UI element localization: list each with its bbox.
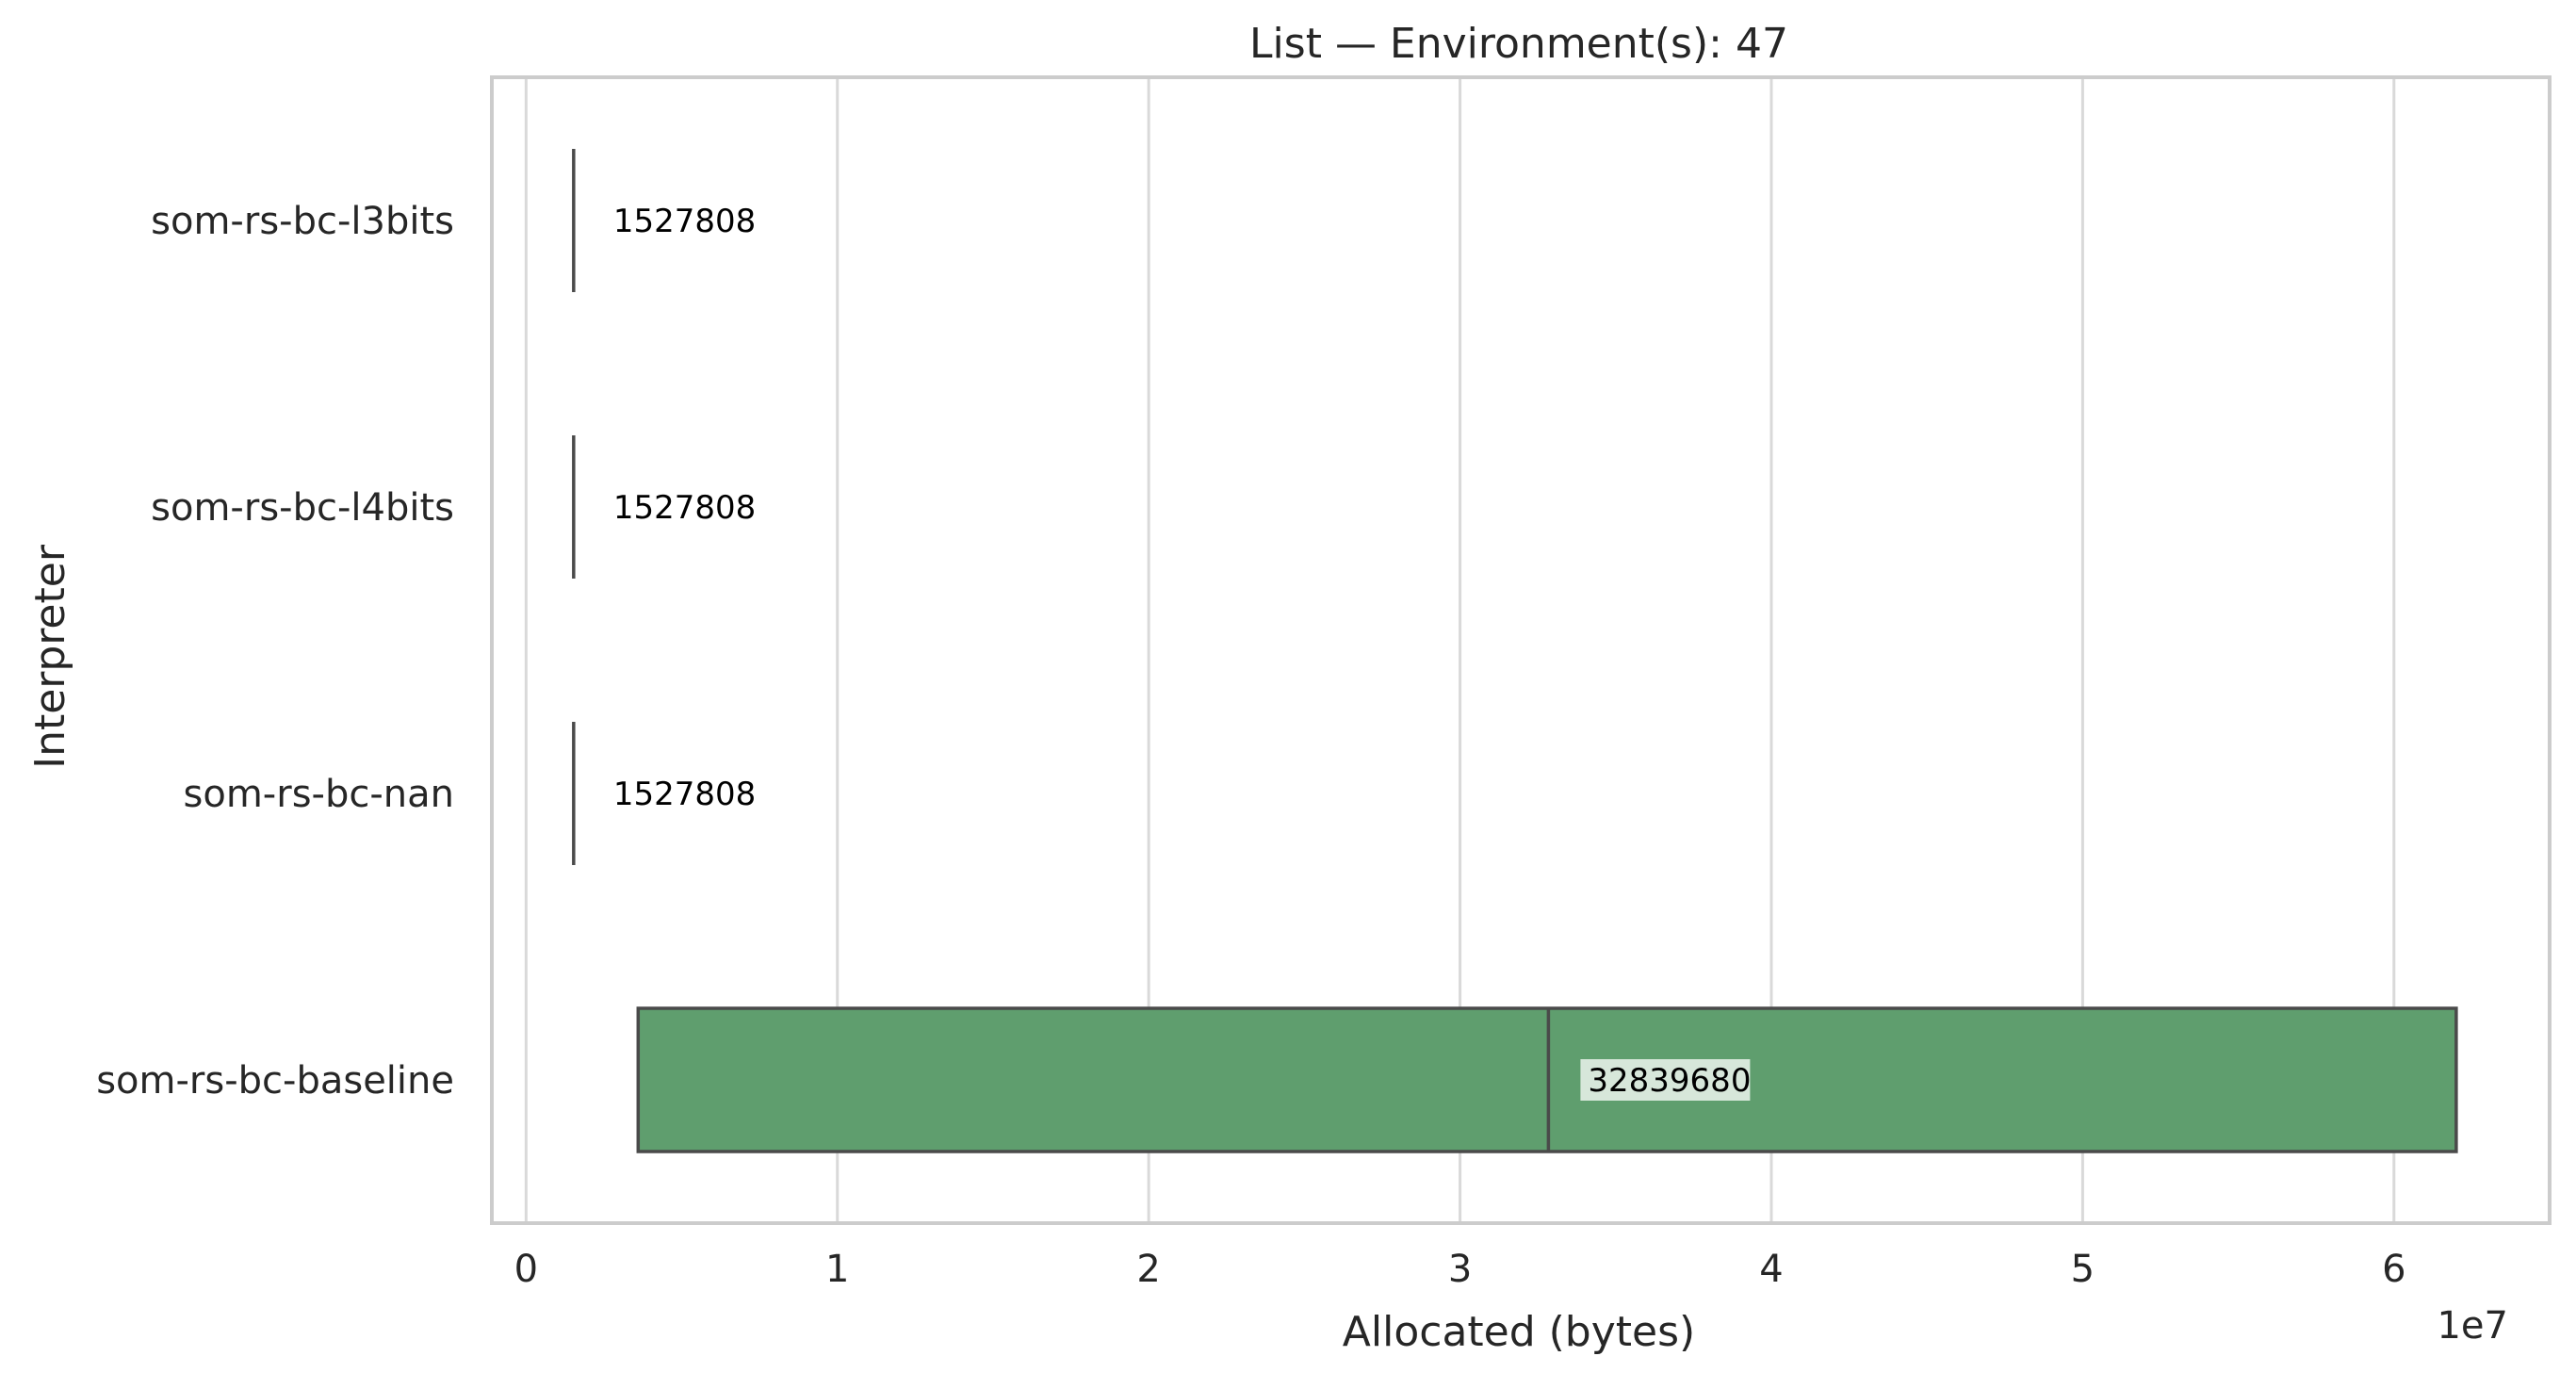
y-tick-label: som-rs-bc-l3bits: [151, 200, 454, 243]
data-label: 1527808: [613, 776, 756, 813]
x-tick-label: 1: [825, 1248, 849, 1291]
data-label: 32839680: [1588, 1062, 1751, 1100]
x-tick-label: 6: [2382, 1248, 2405, 1291]
x-tick-label: 2: [1136, 1248, 1160, 1291]
y-tick-label: som-rs-bc-baseline: [96, 1059, 454, 1103]
chart-title: List — Environment(s): 47: [1249, 20, 1788, 68]
x-tick-label: 4: [1759, 1248, 1783, 1291]
data-label-background: [1580, 1059, 1751, 1101]
x-tick-label: 3: [1448, 1248, 1472, 1291]
plot-frame: [490, 75, 2552, 1225]
boxes: 1527808 1527808 1527808 32839680: [572, 149, 2458, 1153]
x-axis-label: Allocated (bytes): [1343, 1308, 1695, 1356]
data-label: 1527808: [613, 203, 756, 240]
y-tick-label: som-rs-bc-nan: [184, 773, 454, 816]
x-tick-label: 0: [514, 1248, 538, 1291]
y-axis-label: Interpreter: [26, 544, 74, 769]
x-tick-label: 5: [2071, 1248, 2095, 1291]
y-tick-label: som-rs-bc-l4bits: [151, 486, 454, 530]
data-label: 1527808: [613, 489, 756, 527]
x-axis-scale-label: 1e7: [2437, 1304, 2508, 1348]
tick-labels: 0 1 2 3 4 5 6 som-rs-bc-l3bits som-rs-bc-l4bits s…: [96, 200, 2405, 1291]
